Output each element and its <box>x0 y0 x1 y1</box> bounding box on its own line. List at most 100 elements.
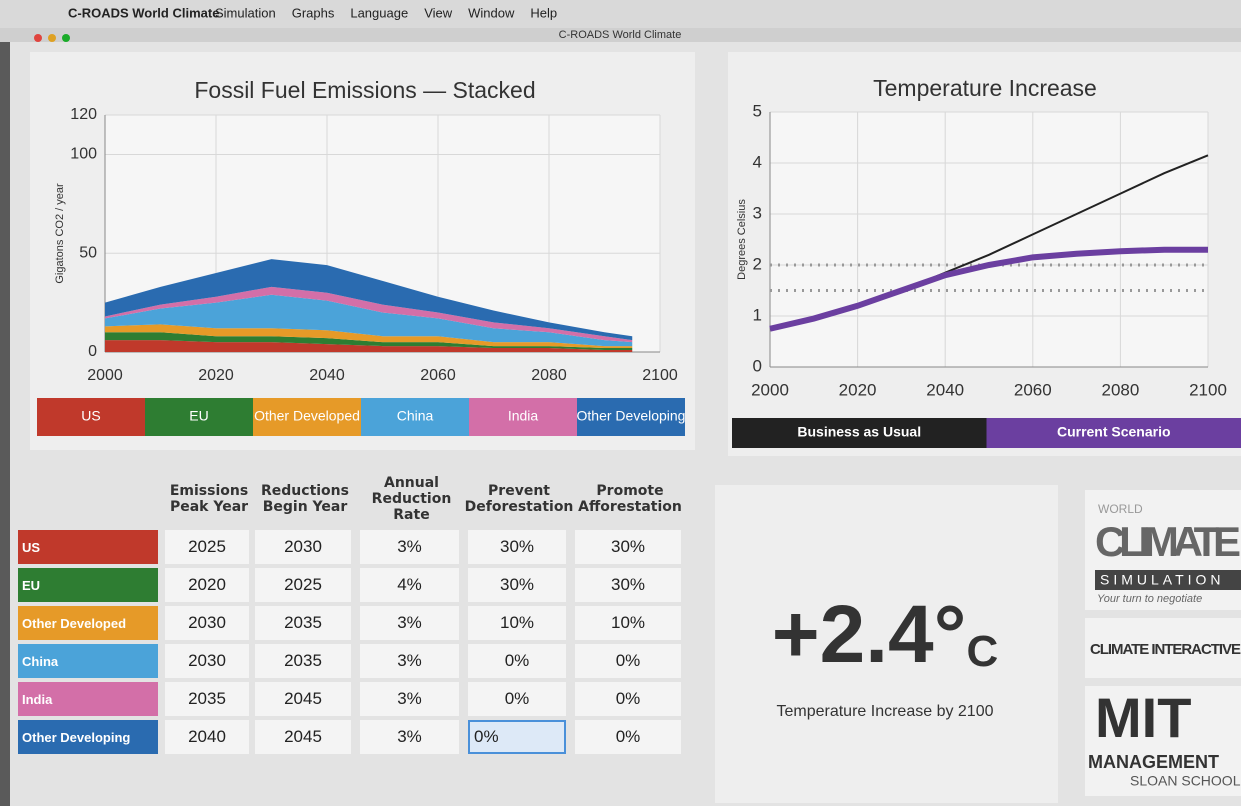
table-cell[interactable]: 2035 <box>165 682 249 716</box>
logo-text: SLOAN SCHOOL <box>1130 773 1241 789</box>
table-cell[interactable]: 2045 <box>255 682 351 716</box>
x-tick-label: 2080 <box>531 367 567 384</box>
close-button[interactable] <box>34 34 42 42</box>
row-label: Other Developing <box>18 720 158 754</box>
legend-label: India <box>508 408 539 424</box>
legend-label: Current Scenario <box>1057 424 1171 440</box>
logo-text: MANAGEMENT <box>1088 752 1219 772</box>
y-axis-label: Gigatons CO2 / year <box>54 183 66 284</box>
legend-label: US <box>81 408 100 424</box>
column-header: Prevent Deforestation <box>468 470 570 528</box>
x-tick-label: 2040 <box>309 367 345 384</box>
table-cell[interactable]: 2025 <box>255 568 351 602</box>
y-tick-label: 120 <box>70 106 97 123</box>
y-tick-label: 0 <box>88 343 97 360</box>
table-cell[interactable]: 0% <box>468 644 566 678</box>
table-cell[interactable]: 3% <box>360 682 459 716</box>
table-cell[interactable]: 0% <box>575 644 681 678</box>
logo-text: CLIMATE INTERACTIVE <box>1090 641 1241 658</box>
row-label: China <box>18 644 158 678</box>
table-cell[interactable]: 2035 <box>255 644 351 678</box>
logo-text: WORLD <box>1098 502 1143 516</box>
chart-title: Fossil Fuel Emissions — Stacked <box>194 77 535 103</box>
x-tick-label: 2060 <box>1014 380 1052 399</box>
y-axis-label: Degrees Celsius <box>736 199 748 280</box>
zoom-button[interactable] <box>62 34 70 42</box>
legend-label: Other Developed <box>254 408 360 424</box>
menu-item[interactable]: Window <box>468 5 515 20</box>
logo-text: Your turn to negotiate <box>1097 593 1202 605</box>
x-tick-label: 2000 <box>87 367 123 384</box>
table-cell[interactable]: 30% <box>468 530 566 564</box>
x-tick-label: 2040 <box>926 380 964 399</box>
logo-text: MIT <box>1095 686 1191 749</box>
x-tick-label: 2100 <box>1189 380 1227 399</box>
table-cell[interactable]: 0% <box>575 720 681 754</box>
menu-item[interactable]: Language <box>350 5 408 20</box>
window-title: C-ROADS World Climate <box>559 29 682 41</box>
input-cell[interactable]: 0% <box>468 720 566 754</box>
table-cell[interactable]: 2045 <box>255 720 351 754</box>
table-cell[interactable]: 2030 <box>165 606 249 640</box>
row-label: Other Developed <box>18 606 158 640</box>
table-cell[interactable]: 30% <box>575 568 681 602</box>
y-tick-label: 2 <box>753 254 762 273</box>
legend-label: Other Developing <box>577 408 686 424</box>
legend-label: Business as Usual <box>797 424 921 440</box>
x-tick-label: 2060 <box>420 367 456 384</box>
column-header: Promote Afforestation <box>575 470 685 528</box>
x-tick-label: 2020 <box>839 380 877 399</box>
table-cell[interactable]: 3% <box>360 530 459 564</box>
row-label: EU <box>18 568 158 602</box>
result-caption: Temperature Increase by 2100 <box>776 703 993 720</box>
x-tick-label: 2100 <box>642 367 678 384</box>
column-header: Emissions Peak Year <box>165 470 253 528</box>
plot-area <box>770 112 1208 367</box>
result-number: +2.4° <box>772 589 967 680</box>
menu-item[interactable]: Simulation <box>215 5 276 20</box>
column-header: Annual Reduction Rate <box>360 470 463 528</box>
y-tick-label: 50 <box>79 244 97 261</box>
chart-title: Temperature Increase <box>873 75 1097 101</box>
app-menu[interactable]: C-ROADS World Climate <box>68 5 219 20</box>
legend-label: EU <box>189 408 208 424</box>
table-cell[interactable]: 2025 <box>165 530 249 564</box>
table-cell[interactable]: 3% <box>360 644 459 678</box>
table-cell[interactable]: 0% <box>468 682 566 716</box>
y-tick-label: 4 <box>753 152 762 171</box>
menu-item[interactable]: Graphs <box>292 5 335 20</box>
table-cell[interactable]: 10% <box>575 606 681 640</box>
table-cell[interactable]: 30% <box>468 568 566 602</box>
table-cell[interactable]: 2040 <box>165 720 249 754</box>
table-cell[interactable]: 2020 <box>165 568 249 602</box>
minimize-button[interactable] <box>48 34 56 42</box>
table-cell[interactable]: 3% <box>360 720 459 754</box>
y-tick-label: 100 <box>70 146 97 163</box>
x-tick-label: 2020 <box>198 367 234 384</box>
row-label: India <box>18 682 158 716</box>
table-cell[interactable]: 0% <box>575 682 681 716</box>
y-tick-label: 0 <box>753 356 762 375</box>
table-cell[interactable]: 3% <box>360 606 459 640</box>
row-label: US <box>18 530 158 564</box>
y-tick-label: 5 <box>753 101 762 120</box>
menu-item[interactable]: Help <box>530 5 557 20</box>
table-cell[interactable]: 10% <box>468 606 566 640</box>
result-unit: C <box>966 627 998 676</box>
table-cell[interactable]: 2035 <box>255 606 351 640</box>
x-tick-label: 2000 <box>751 380 789 399</box>
legend-label: China <box>397 408 434 424</box>
x-tick-label: 2080 <box>1101 380 1139 399</box>
table-cell[interactable]: 30% <box>575 530 681 564</box>
column-header: Reductions Begin Year <box>255 470 355 528</box>
table-cell[interactable]: 2030 <box>255 530 351 564</box>
table-cell[interactable]: 4% <box>360 568 459 602</box>
logo-text: CLIMATE <box>1095 518 1241 565</box>
y-tick-label: 1 <box>753 305 762 324</box>
y-tick-label: 3 <box>753 203 762 222</box>
table-cell[interactable]: 2030 <box>165 644 249 678</box>
menu-item[interactable]: View <box>424 5 453 20</box>
result-value: +2.4°C <box>772 589 998 680</box>
logo-text: SIMULATION <box>1100 572 1225 588</box>
screen: { "menu_bar": {"app": "C-ROADS World Cli… <box>0 0 1241 806</box>
